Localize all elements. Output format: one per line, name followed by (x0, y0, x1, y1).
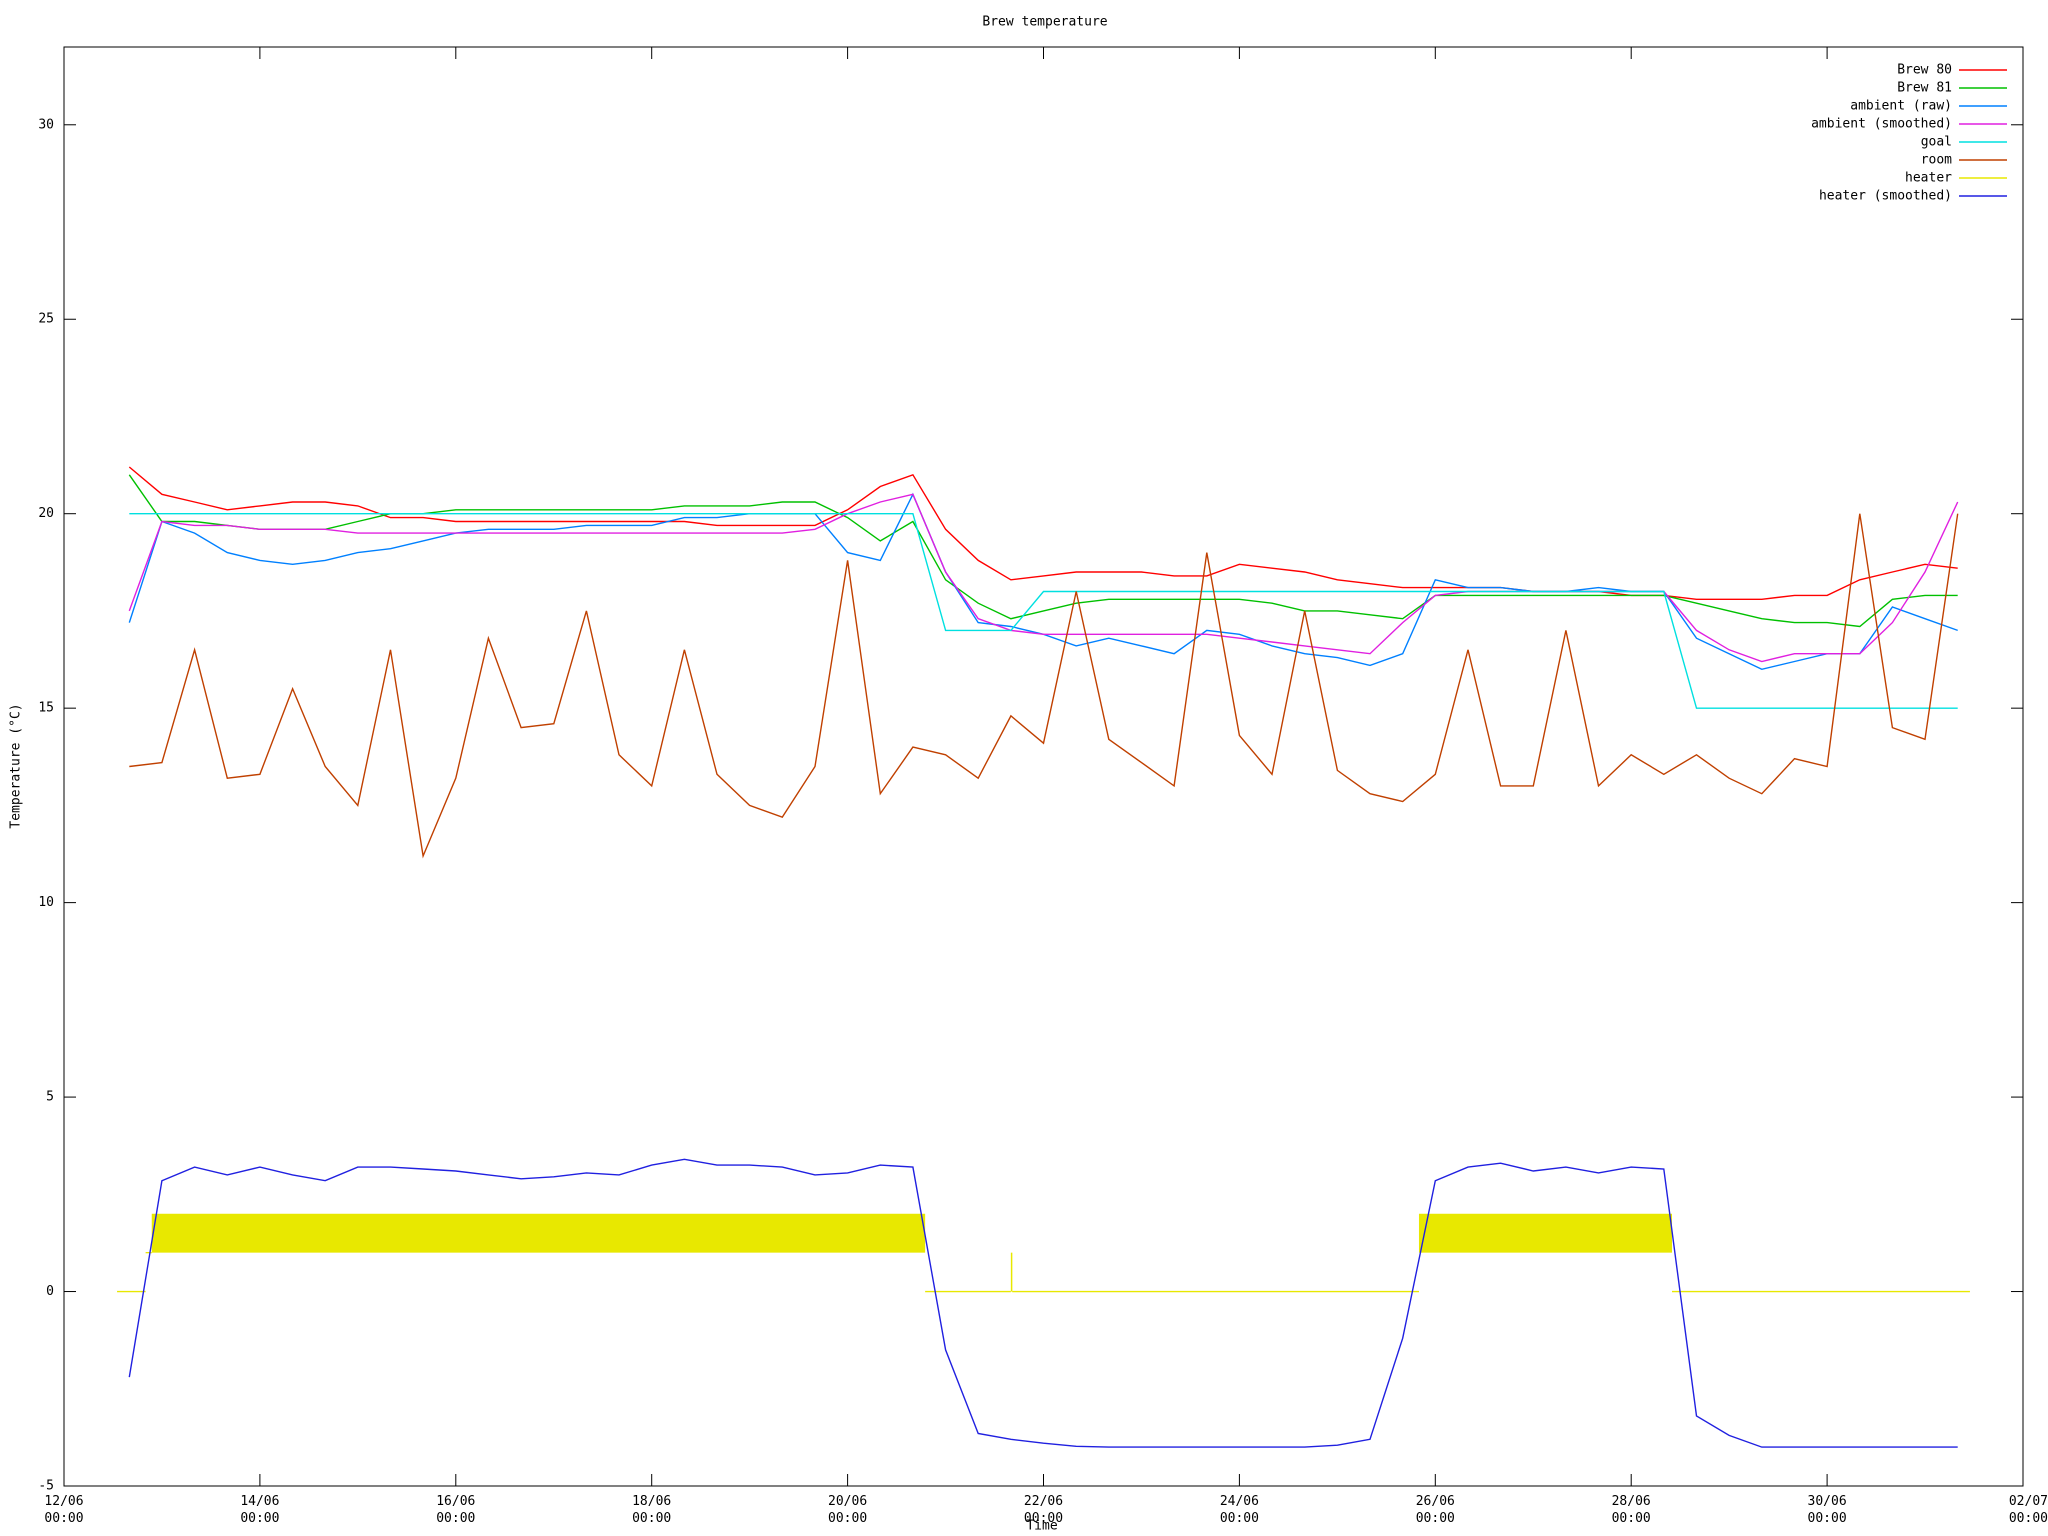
x-tick-label: 02/07 00:00 (2008, 1494, 2048, 1526)
x-tick-label: 24/06 00:00 (1219, 1494, 1259, 1526)
x-tick-label: 20/06 00:00 (828, 1494, 868, 1526)
y-tick-label: 30 (38, 117, 54, 132)
plot-border (63, 46, 2024, 1487)
x-tick-label: 16/06 00:00 (436, 1494, 476, 1526)
y-tick-label: 0 (46, 1284, 54, 1299)
x-tick-label: 26/06 00:00 (1415, 1494, 1455, 1526)
series-line (129, 513, 1958, 709)
legend-label: goal (1921, 135, 1952, 150)
series-line (128, 492, 1958, 671)
y-tick-label: 5 (46, 1090, 54, 1105)
series-line (129, 513, 1959, 859)
legend-label: ambient (raw) (1850, 99, 1952, 114)
y-tick-label: 20 (38, 506, 54, 521)
y-tick-label: 25 (38, 312, 54, 327)
legend-label: Brew 81 (1897, 81, 1952, 96)
y-tick-label: -5 (38, 1479, 54, 1494)
heater-band (1418, 1213, 1673, 1253)
legend-label: ambient (smoothed) (1811, 117, 1952, 132)
y-axis-label: Temperature (°C) (9, 703, 24, 828)
x-tick-label: 30/06 00:00 (1807, 1494, 1847, 1526)
heater-band (151, 1213, 926, 1253)
series-line (128, 474, 1958, 628)
series-line (128, 493, 1959, 663)
chart-title: Brew temperature (982, 15, 1107, 30)
legend-label: Brew 80 (1897, 63, 1952, 78)
heater-band (1010, 1252, 1013, 1292)
x-tick-label: 28/06 00:00 (1611, 1494, 1651, 1526)
legend-label: heater (smoothed) (1819, 189, 1952, 204)
y-tick-label: 10 (38, 895, 54, 910)
x-tick-label: 14/06 00:00 (240, 1494, 280, 1526)
x-axis-label: Time (1026, 1519, 1057, 1534)
series-line (128, 1158, 1958, 1448)
legend-label: room (1921, 153, 1952, 168)
legend-label: heater (1905, 171, 1952, 186)
y-tick-label: 15 (38, 701, 54, 716)
x-tick-label: 12/06 00:00 (44, 1494, 84, 1526)
x-tick-label: 22/06 00:00 (1023, 1494, 1064, 1526)
x-tick-label: 18/06 00:00 (632, 1494, 672, 1526)
